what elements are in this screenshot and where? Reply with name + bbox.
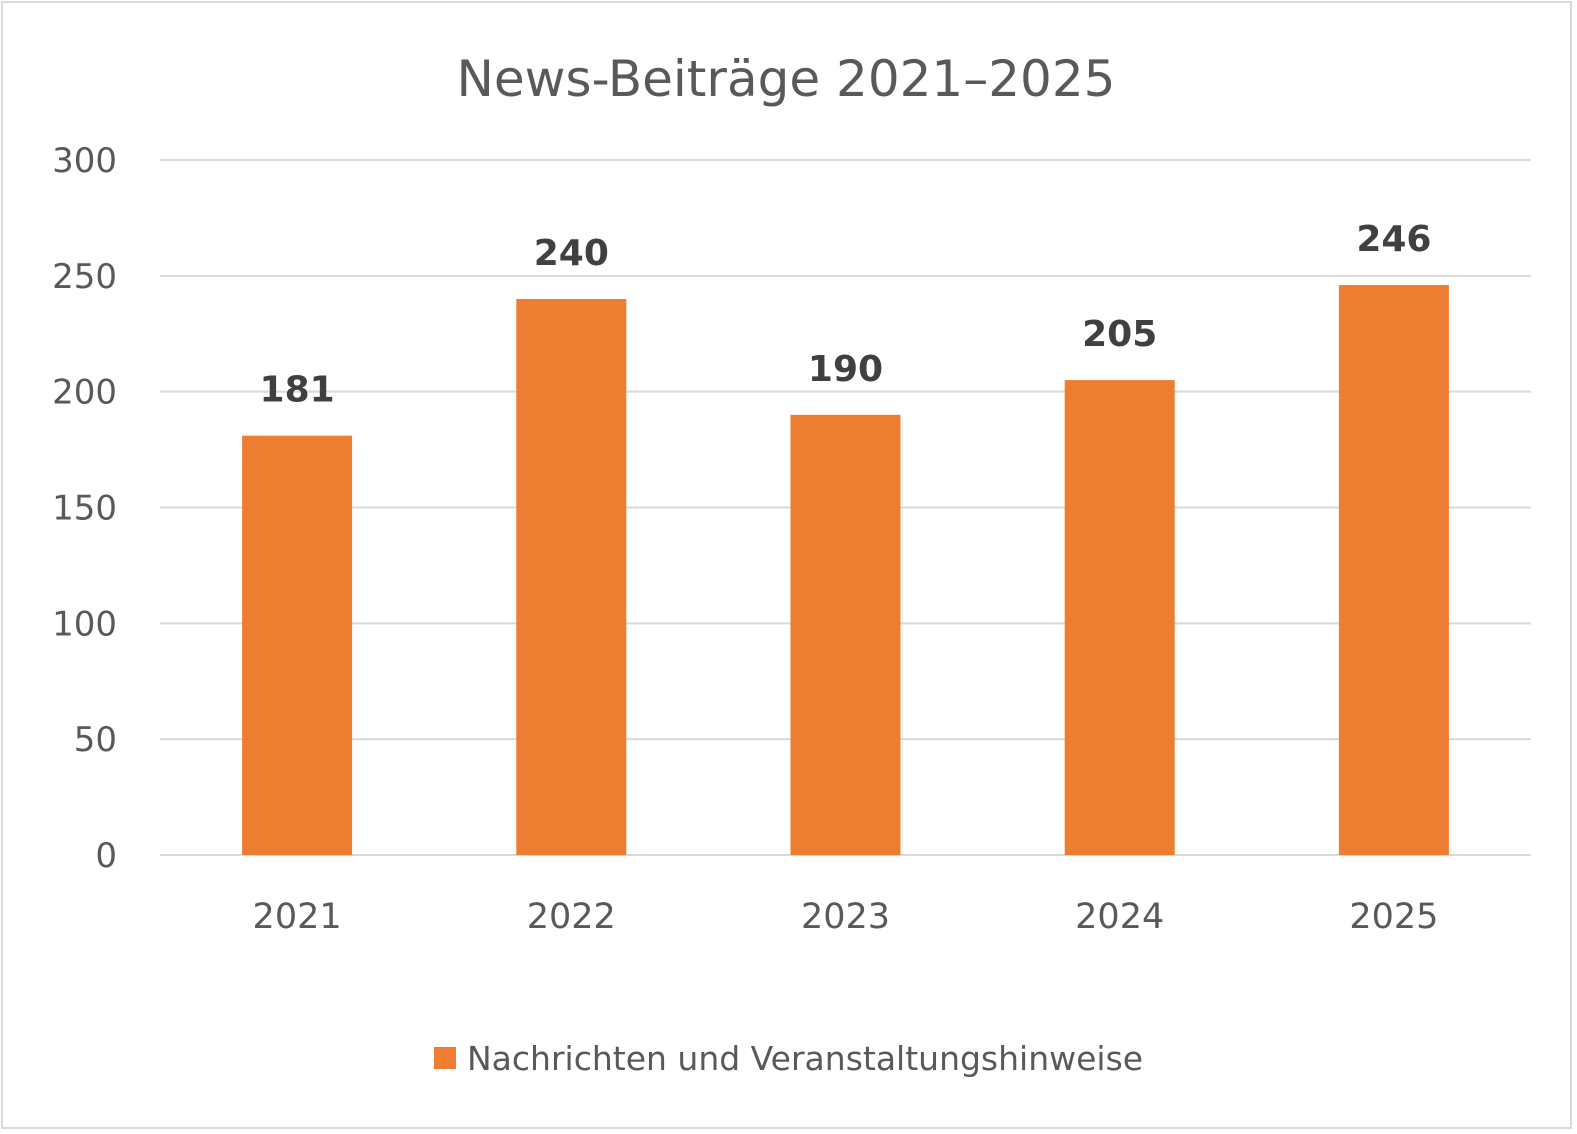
bar-2021 [242, 435, 353, 855]
data-label-2021: 181 [260, 370, 335, 411]
data-label-2022: 240 [534, 233, 609, 274]
bar-2022 [516, 299, 627, 855]
data-label-2024: 205 [1082, 314, 1157, 355]
x-tick-label-2025: 2025 [1349, 897, 1438, 937]
legend-swatch [434, 1047, 456, 1069]
bar-2023 [790, 414, 901, 855]
chart-title: News-Beiträge 2021–2025 [456, 50, 1115, 108]
bar-2025 [1338, 285, 1449, 856]
x-tick-label-2023: 2023 [801, 897, 890, 937]
y-tick-label: 300 [52, 141, 117, 181]
x-tick-label-2021: 2021 [253, 897, 342, 937]
bars [242, 285, 1449, 856]
gridlines [160, 159, 1531, 856]
legend: Nachrichten und Veranstaltungshinweise [434, 1039, 1143, 1078]
y-tick-label: 50 [74, 720, 117, 760]
bar-2024 [1064, 380, 1175, 855]
y-tick-label: 150 [52, 489, 117, 529]
data-labels: 181 240 190 205 246 [260, 219, 1432, 411]
data-label-2025: 246 [1356, 219, 1431, 260]
y-tick-label: 250 [52, 257, 117, 297]
x-axis-tick-labels: 2021 2022 2023 2024 2025 [253, 897, 1439, 937]
data-label-2023: 190 [808, 349, 883, 390]
y-tick-label: 100 [52, 604, 117, 644]
x-tick-label-2022: 2022 [527, 897, 616, 937]
x-tick-label-2024: 2024 [1075, 897, 1164, 937]
legend-label: Nachrichten und Veranstaltungshinweise [467, 1039, 1143, 1078]
y-axis-tick-labels: 0 50 100 150 200 250 300 [52, 141, 117, 876]
y-tick-label: 200 [52, 373, 117, 413]
y-tick-label: 0 [95, 836, 117, 876]
